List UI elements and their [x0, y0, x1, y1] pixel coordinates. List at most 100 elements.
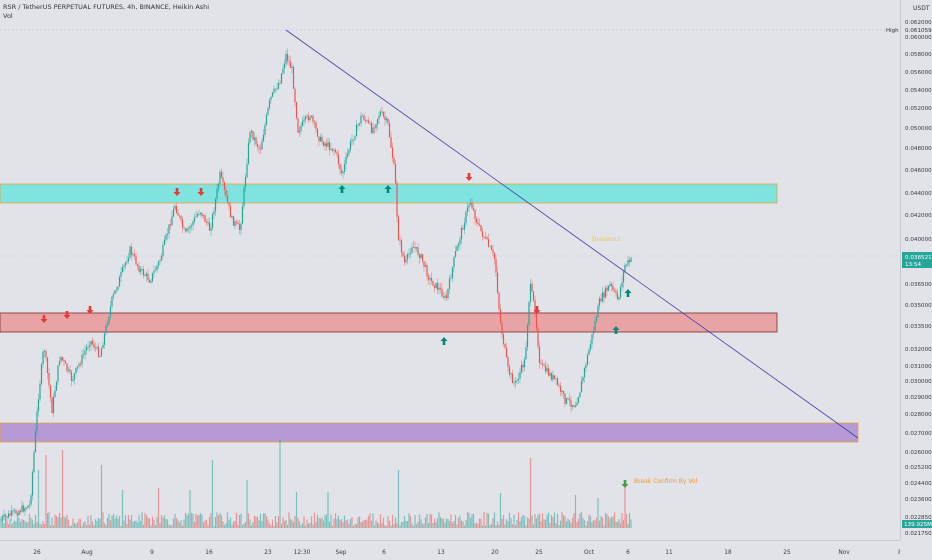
arrow-shaft [467, 173, 471, 177]
volume-bar [312, 524, 314, 528]
volume-bar [403, 516, 406, 528]
volume-bar [502, 514, 505, 528]
candle-body [346, 153, 349, 157]
candle-body [532, 291, 535, 301]
volume-bar [262, 513, 265, 528]
volume-bar [192, 513, 194, 528]
candle-body [400, 240, 403, 253]
candle-body [619, 287, 622, 298]
candle-body [396, 183, 398, 217]
arrow-head [173, 192, 181, 196]
time-axis[interactable]: 26 Aug 9 16 23 12:30 Sep 6 13 20 25 Oct 6 11 18 25 Nov 8 [0, 540, 902, 556]
price-tick-label: 0.035000 [905, 303, 932, 309]
price-tick-label: 0.026000 [905, 450, 932, 456]
volume-bar [135, 520, 137, 528]
symbol-title[interactable]: RSR / TetherUS PERPETUAL FUTURES, 4h, BI… [3, 3, 210, 11]
volume-bar [202, 522, 205, 528]
candle-body [165, 234, 167, 240]
volume-bar [84, 521, 86, 528]
candle-body [402, 252, 404, 257]
price-tick-label: 0.054000 [905, 88, 932, 94]
volume-bar [516, 519, 518, 528]
candle-body [369, 122, 371, 124]
candle-body [148, 280, 151, 283]
volume-bar [217, 515, 220, 528]
volume-indicator-label[interactable]: Vol [3, 12, 13, 20]
price-tick-label: 0.044000 [905, 191, 932, 197]
candle-body [390, 136, 392, 148]
candle-body [213, 211, 215, 215]
volume-bar [388, 520, 391, 528]
volume-bar [18, 517, 20, 528]
price-tick-label: 0.056000 [905, 70, 932, 76]
candle-body [316, 128, 319, 137]
candle-body [595, 317, 598, 322]
price-chart[interactable]: High Breakout Break Confirm By Vol [0, 0, 900, 540]
candle-body [216, 188, 218, 200]
volume-bar [93, 525, 95, 528]
volume-bar [574, 495, 577, 528]
candle-body [40, 364, 43, 384]
candle-body [162, 245, 164, 256]
volume-bar [489, 525, 491, 528]
volume-bar [153, 519, 155, 528]
price-tick-label: 0.024400 [905, 481, 932, 487]
sell-arrow-icon [86, 306, 94, 314]
volume-bar [376, 522, 379, 528]
time-tick-label: 18 [724, 550, 732, 556]
volume-bar [142, 524, 145, 528]
candle-body [406, 254, 409, 260]
candle-body [301, 121, 304, 127]
candle-body [334, 149, 337, 153]
volume-bar [211, 460, 214, 528]
candle-body [225, 189, 227, 196]
volume-bar [507, 521, 509, 528]
candle-body [264, 124, 266, 135]
price-tick-label: 0.032000 [905, 347, 932, 353]
volume-bar [117, 518, 119, 528]
chart-plot-area[interactable]: High Breakout Break Confirm By Vol [0, 0, 900, 540]
volume-bar [225, 523, 227, 528]
price-axis[interactable]: 0.062000 0.060000 0.058000 0.056000 0.054000… [900, 0, 932, 540]
candle-body [555, 378, 557, 380]
candle-body [571, 405, 574, 407]
volume-bar [60, 517, 62, 528]
time-tick-label: 11 [665, 550, 673, 556]
volume-bar [463, 525, 466, 528]
candle-body [192, 221, 194, 226]
candle-body [622, 271, 625, 283]
volume-bar [625, 513, 628, 528]
candle-body [103, 333, 106, 345]
volume-bar [51, 517, 53, 528]
volume-bar [378, 523, 380, 528]
resistance-zone-cyan [0, 183, 778, 204]
volume-bar [411, 523, 413, 528]
volume-bar [181, 525, 184, 528]
candle-body [60, 357, 62, 362]
volume-bar [118, 515, 121, 528]
volume-bar [517, 512, 520, 528]
volume-bar [175, 518, 178, 528]
volume-bar [285, 519, 287, 528]
high-value: 0.061059 [905, 28, 932, 34]
candle-body [238, 224, 241, 230]
candle-body [526, 324, 529, 348]
volume-bar [307, 523, 310, 528]
volume-bar [306, 519, 308, 528]
volume-bar [324, 515, 326, 528]
volume-bar [63, 516, 65, 528]
volume-bar [472, 513, 475, 528]
volume-bar [64, 517, 67, 528]
volume-bar [216, 512, 218, 528]
volume-bar [66, 514, 68, 528]
volume-bar [136, 522, 139, 528]
candle-body [73, 373, 76, 380]
candle-body [294, 88, 296, 103]
candle-body [312, 115, 314, 122]
candle-body [502, 334, 505, 344]
volume-bar [148, 518, 151, 528]
candle-body [471, 202, 473, 209]
candle-body [84, 350, 86, 355]
candle-body [621, 282, 623, 288]
volume-bar [61, 450, 64, 528]
